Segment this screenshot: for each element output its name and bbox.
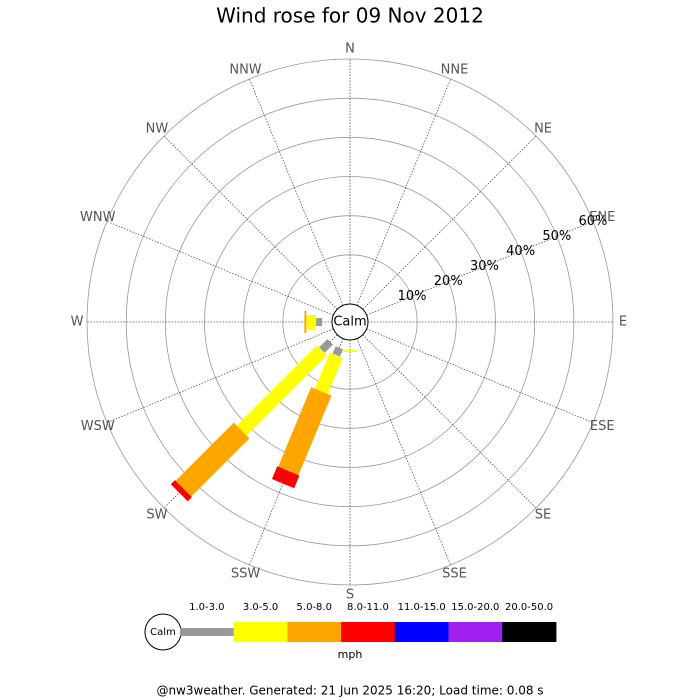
direction-label: NNW <box>229 62 261 77</box>
legend-swatch <box>233 622 288 642</box>
direction-line <box>366 328 594 424</box>
r-tick-label: 30% <box>470 259 499 274</box>
legend-label: 8.0-11.0 <box>347 602 389 613</box>
grid-ring <box>164 136 536 508</box>
legend-label: 3.0-5.0 <box>243 602 278 613</box>
bar-segment <box>278 387 332 476</box>
direction-label: SW <box>146 508 167 523</box>
direction-line <box>248 78 344 306</box>
direction-line <box>106 328 334 424</box>
r-tick-label: 60% <box>579 214 608 229</box>
direction-label: W <box>71 315 84 330</box>
grid-ring <box>125 97 575 547</box>
legend-calm-label: Calm <box>150 627 176 638</box>
bar-segment <box>332 346 343 357</box>
unit-label: mph <box>338 648 363 661</box>
bar-segment <box>175 422 250 497</box>
legend-label: 20.0-50.0 <box>505 602 553 613</box>
direction-label: NNE <box>441 62 469 77</box>
direction-label: N <box>345 42 355 57</box>
legend-swatch <box>287 622 342 642</box>
grid-ring <box>86 58 614 586</box>
direction-line <box>163 135 338 310</box>
direction-line <box>356 78 452 306</box>
direction-label: ENE <box>589 210 615 225</box>
bar-segment <box>170 480 192 502</box>
r-tick-label: 20% <box>434 274 463 289</box>
legend-swatch <box>341 622 396 642</box>
direction-label: WSW <box>81 419 115 434</box>
bar-segment <box>316 318 322 326</box>
legend-label: 15.0-20.0 <box>451 602 499 613</box>
chart-title: Wind rose for 09 Nov 2012 <box>216 4 484 28</box>
legend-swatch <box>394 622 449 642</box>
bar-segment <box>319 339 333 353</box>
direction-line <box>362 135 537 310</box>
direction-label: E <box>619 315 627 330</box>
legend-swatch <box>448 622 503 642</box>
r-tick-label: 50% <box>542 229 571 244</box>
bar-segment <box>314 352 343 394</box>
bar-segment <box>304 311 307 333</box>
direction-label: SSE <box>442 567 467 582</box>
legend-label: 1.0-3.0 <box>189 602 224 613</box>
legend-label: 11.0-15.0 <box>398 602 446 613</box>
bar-segment <box>306 315 317 329</box>
calm-label: Calm <box>333 315 366 330</box>
bar-segment <box>343 350 357 352</box>
legend-swatch <box>180 628 235 636</box>
direction-label: S <box>346 588 354 603</box>
direction-label: SE <box>535 508 551 523</box>
legend-swatch <box>502 622 557 642</box>
direction-line <box>106 220 334 316</box>
direction-label: WNW <box>80 210 116 225</box>
legend-label: 5.0-8.0 <box>297 602 332 613</box>
calm-circle <box>331 303 369 341</box>
direction-label: NE <box>534 121 552 136</box>
direction-line <box>356 338 452 566</box>
direction-label: ESE <box>590 419 615 434</box>
direction-line <box>362 334 537 509</box>
direction-line <box>248 338 344 566</box>
r-tick-label: 40% <box>506 244 535 259</box>
direction-label: NW <box>146 121 169 136</box>
r-tick-label: 10% <box>398 289 427 304</box>
bar-segment <box>272 466 300 489</box>
direction-label: SSW <box>231 567 261 582</box>
direction-line <box>366 220 594 316</box>
footer: @nw3weather. Generated: 21 Jun 2025 16:2… <box>156 684 543 698</box>
bar-segment <box>236 345 327 436</box>
